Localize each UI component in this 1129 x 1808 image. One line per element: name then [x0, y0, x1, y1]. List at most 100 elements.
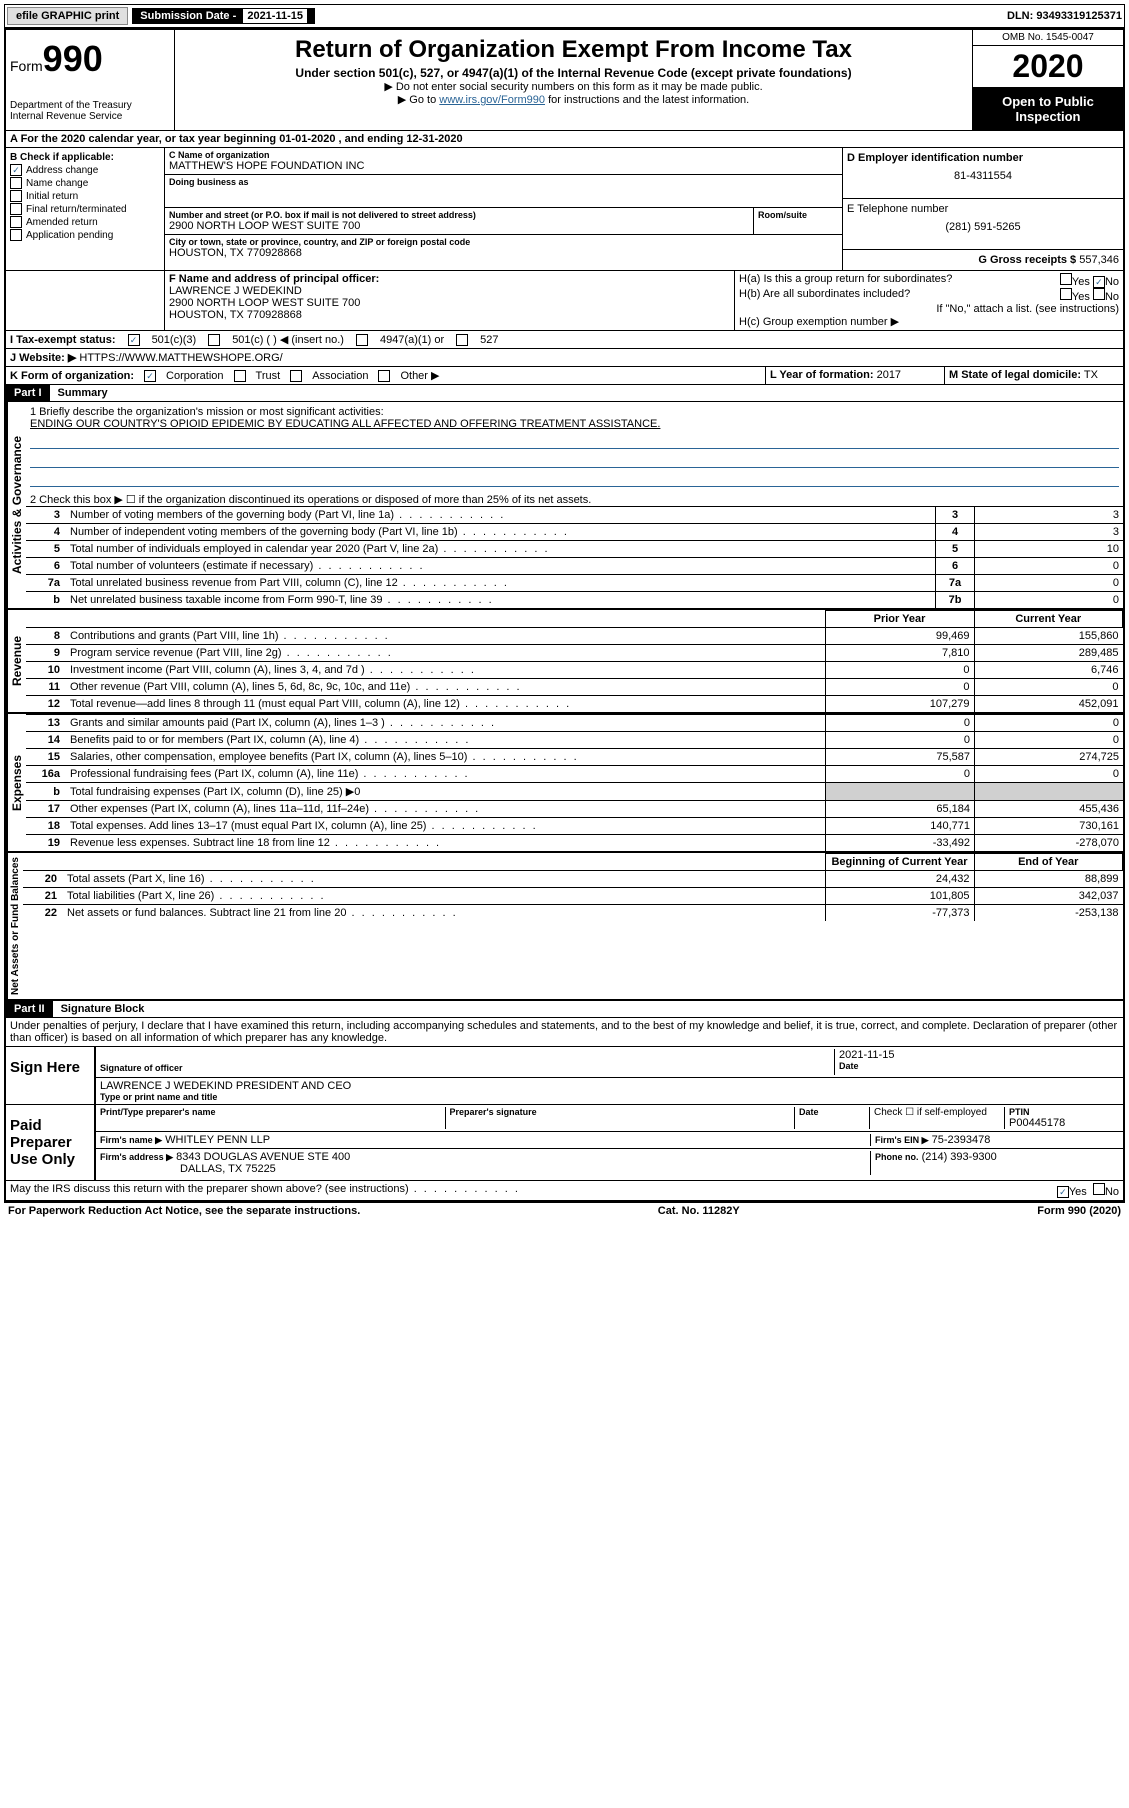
discuss-yes-checkbox[interactable]	[1057, 1186, 1069, 1198]
org-name: MATTHEW'S HOPE FOUNDATION INC	[169, 160, 838, 172]
table-row: 5Total number of individuals employed in…	[26, 541, 1123, 558]
dba-label: Doing business as	[169, 177, 838, 187]
line-number: 12	[26, 696, 66, 713]
line-number: b	[26, 783, 66, 801]
mission-blank-line	[30, 451, 1119, 468]
line-number: 5	[26, 541, 66, 558]
header-right: OMB No. 1545-0047 2020 Open to Public In…	[972, 30, 1123, 130]
form-label: Form	[10, 58, 43, 74]
assoc-checkbox[interactable]	[290, 370, 302, 382]
dln: DLN: 93493319125371	[1007, 10, 1122, 22]
line-value: 3	[975, 507, 1124, 524]
sign-here-label: Sign Here	[6, 1047, 94, 1104]
h-a-no-label: No	[1105, 276, 1119, 288]
527-label: 527	[480, 334, 498, 346]
applicable-check-line: Application pending	[10, 229, 160, 241]
discuss-no-checkbox[interactable]	[1093, 1183, 1105, 1195]
open-to-public: Open to Public Inspection	[973, 88, 1123, 130]
submission-date-value: 2021-11-15	[243, 9, 307, 23]
prior-value: 0	[826, 732, 975, 749]
tax-status-row: I Tax-exempt status: 501(c)(3) 501(c) ( …	[6, 331, 1123, 349]
h-b-yes-label: Yes	[1072, 291, 1090, 303]
line-label: Other expenses (Part IX, column (A), lin…	[66, 801, 826, 818]
table-row: bTotal fundraising expenses (Part IX, co…	[26, 783, 1123, 801]
current-value: 88,899	[974, 871, 1123, 888]
h-a-no-checkbox[interactable]	[1093, 276, 1105, 288]
cat-number: Cat. No. 11282Y	[658, 1205, 740, 1217]
governance-table: 3Number of voting members of the governi…	[26, 506, 1123, 608]
other-label: Other ▶	[400, 369, 439, 382]
h-b-yes-checkbox[interactable]	[1060, 288, 1072, 300]
efile-button[interactable]: efile GRAPHIC print	[7, 7, 128, 25]
h-b-no-label: No	[1105, 291, 1119, 303]
corp-label: Corporation	[166, 370, 223, 382]
501c-checkbox[interactable]	[208, 334, 220, 346]
prior-value: 0	[825, 662, 974, 679]
year-formation-label: L Year of formation:	[770, 369, 874, 381]
table-row: 14Benefits paid to or for members (Part …	[26, 732, 1123, 749]
line-label: Net unrelated business taxable income fr…	[66, 592, 936, 609]
line-number: 6	[26, 558, 66, 575]
top-bar: efile GRAPHIC print Submission Date - 20…	[4, 4, 1125, 28]
applicable-checkbox[interactable]	[10, 229, 22, 241]
current-value: 730,161	[975, 818, 1124, 835]
trust-checkbox[interactable]	[234, 370, 246, 382]
501c3-checkbox[interactable]	[128, 334, 140, 346]
section-a-tax-year: A For the 2020 calendar year, or tax yea…	[6, 131, 1123, 148]
table-row: 19Revenue less expenses. Subtract line 1…	[26, 835, 1123, 852]
line-number: b	[26, 592, 66, 609]
applicable-checkbox[interactable]	[10, 190, 22, 202]
tax-year: 2020	[973, 46, 1123, 88]
firm-addr-label: Firm's address ▶	[100, 1152, 173, 1162]
paid-preparer-label: Paid Preparer Use Only	[6, 1105, 94, 1180]
applicable-check-line: Amended return	[10, 216, 160, 228]
ptin-label: PTIN	[1009, 1107, 1119, 1117]
table-row: 12Total revenue—add lines 8 through 11 (…	[26, 696, 1123, 713]
officer-addr1: 2900 NORTH LOOP WEST SUITE 700	[169, 297, 730, 309]
col-current-year: Current Year	[974, 611, 1123, 628]
city-value: HOUSTON, TX 770928868	[169, 247, 838, 259]
table-row: 15Salaries, other compensation, employee…	[26, 749, 1123, 766]
line-label: Net assets or fund balances. Subtract li…	[63, 905, 825, 922]
line-label: Total revenue—add lines 8 through 11 (mu…	[66, 696, 825, 713]
firm-addr1-value: 8343 DOUGLAS AVENUE STE 400	[176, 1151, 350, 1163]
4947-label: 4947(a)(1) or	[380, 334, 444, 346]
prior-value: 65,184	[826, 801, 975, 818]
501c-label: 501(c) ( ) ◀ (insert no.)	[232, 333, 344, 346]
h-b-no-checkbox[interactable]	[1093, 288, 1105, 300]
line-box: 4	[936, 524, 975, 541]
applicable-checkbox[interactable]	[10, 216, 22, 228]
room-label: Room/suite	[758, 210, 838, 220]
line-number: 10	[26, 662, 66, 679]
line-box: 5	[936, 541, 975, 558]
h-a-yes-checkbox[interactable]	[1060, 273, 1072, 285]
tax-status-label: I Tax-exempt status:	[10, 334, 116, 346]
4947-checkbox[interactable]	[356, 334, 368, 346]
table-row: 17Other expenses (Part IX, column (A), l…	[26, 801, 1123, 818]
revenue-section: Revenue Prior YearCurrent Year8Contribut…	[6, 610, 1123, 714]
current-value: -253,138	[974, 905, 1123, 922]
officer-addr2: HOUSTON, TX 770928868	[169, 309, 730, 321]
prep-date-label: Date	[795, 1107, 870, 1129]
table-row: 6Total number of volunteers (estimate if…	[26, 558, 1123, 575]
officer-name: LAWRENCE J WEDEKIND	[169, 285, 730, 297]
perjury-statement: Under penalties of perjury, I declare th…	[6, 1018, 1123, 1047]
line-label: Total liabilities (Part X, line 26)	[63, 888, 825, 905]
revenue-vertical-label: Revenue	[6, 610, 26, 712]
irs-link[interactable]: www.irs.gov/Form990	[439, 94, 545, 106]
other-checkbox[interactable]	[378, 370, 390, 382]
applicable-checkbox[interactable]	[10, 177, 22, 189]
firm-phone-label: Phone no.	[875, 1152, 919, 1162]
gross-receipts-value: 557,346	[1079, 254, 1119, 266]
gross-receipts-label: G Gross receipts $	[978, 254, 1076, 266]
prep-name-label: Print/Type preparer's name	[100, 1107, 446, 1129]
line-value: 10	[975, 541, 1124, 558]
discuss-label: May the IRS discuss this return with the…	[10, 1183, 520, 1198]
527-checkbox[interactable]	[456, 334, 468, 346]
ein-value: 81-4311554	[847, 170, 1119, 182]
current-value: 0	[974, 679, 1123, 696]
applicable-checkbox[interactable]	[10, 164, 22, 176]
applicable-checkbox[interactable]	[10, 203, 22, 215]
mission-blank-line	[30, 470, 1119, 487]
corp-checkbox[interactable]	[144, 370, 156, 382]
